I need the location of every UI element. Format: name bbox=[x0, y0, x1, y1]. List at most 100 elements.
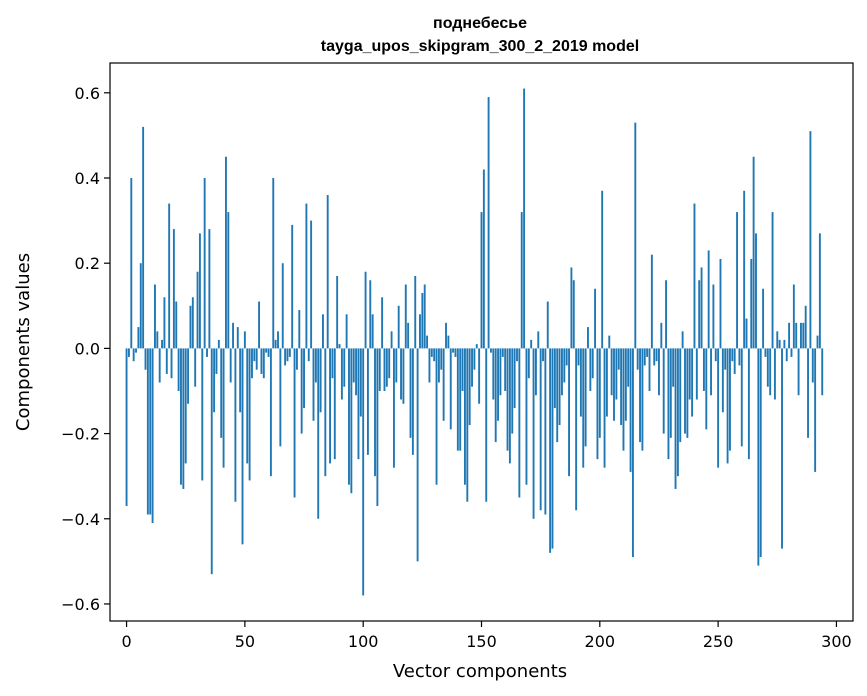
bar bbox=[158, 348, 161, 383]
bar bbox=[556, 348, 559, 443]
bar bbox=[558, 348, 561, 426]
bar bbox=[172, 229, 175, 349]
bar bbox=[579, 348, 582, 417]
bar bbox=[177, 348, 180, 391]
bar bbox=[570, 267, 573, 349]
bar bbox=[135, 348, 137, 353]
bar bbox=[750, 258, 753, 349]
bar bbox=[504, 348, 507, 391]
bar bbox=[733, 348, 736, 374]
bar bbox=[324, 348, 327, 477]
bar bbox=[423, 284, 426, 349]
bar bbox=[215, 348, 218, 374]
bar bbox=[279, 348, 282, 447]
bar bbox=[397, 305, 400, 349]
bar bbox=[544, 348, 547, 515]
bar bbox=[312, 348, 315, 421]
bar bbox=[596, 348, 599, 460]
bar bbox=[603, 348, 606, 468]
bar bbox=[662, 348, 665, 434]
bar bbox=[631, 348, 634, 558]
bar bbox=[298, 310, 301, 349]
bar bbox=[331, 348, 334, 379]
bar bbox=[137, 327, 140, 349]
x-tick-label: 150 bbox=[466, 632, 497, 651]
bar bbox=[797, 348, 800, 396]
bar bbox=[435, 348, 438, 485]
bar bbox=[336, 275, 339, 349]
bar bbox=[700, 267, 703, 349]
bar bbox=[591, 348, 594, 379]
bar bbox=[672, 348, 675, 387]
y-tick-label: 0.6 bbox=[75, 84, 100, 103]
bar bbox=[191, 297, 194, 349]
bar bbox=[520, 212, 523, 349]
bar bbox=[634, 122, 637, 349]
bar bbox=[168, 203, 171, 349]
bar bbox=[598, 348, 601, 438]
bar bbox=[650, 254, 653, 349]
bar bbox=[326, 195, 329, 349]
bar bbox=[333, 348, 336, 460]
bar bbox=[227, 212, 230, 349]
y-tick-label: −0.6 bbox=[61, 595, 100, 614]
bar bbox=[679, 348, 682, 443]
bar bbox=[284, 348, 287, 366]
bar bbox=[759, 348, 762, 558]
x-tick-label: 250 bbox=[703, 632, 734, 651]
bar bbox=[303, 348, 305, 409]
bar bbox=[610, 348, 613, 396]
bar bbox=[329, 348, 331, 464]
bar bbox=[804, 305, 807, 349]
bar bbox=[589, 348, 592, 391]
bar bbox=[180, 348, 182, 485]
bar bbox=[390, 331, 393, 349]
bar bbox=[532, 348, 535, 519]
bar bbox=[317, 348, 320, 519]
bar bbox=[182, 348, 185, 489]
bar bbox=[584, 348, 587, 447]
bar bbox=[236, 327, 239, 349]
bar bbox=[265, 348, 268, 353]
bar bbox=[369, 280, 372, 349]
bar bbox=[213, 348, 216, 413]
bar bbox=[802, 322, 805, 349]
bar bbox=[127, 348, 130, 357]
y-axis-ticks: −0.6 −0.4 −0.2 0.0 0.2 0.4 0.6 bbox=[61, 84, 110, 614]
bar bbox=[516, 348, 518, 362]
bar bbox=[210, 348, 213, 575]
bar bbox=[154, 284, 156, 349]
bar bbox=[577, 348, 580, 366]
bar bbox=[655, 348, 658, 362]
bar bbox=[456, 348, 459, 451]
bar bbox=[771, 212, 774, 349]
bar bbox=[693, 203, 696, 349]
bar bbox=[385, 348, 388, 387]
bar bbox=[686, 348, 689, 438]
bar bbox=[144, 348, 147, 370]
bar bbox=[452, 348, 455, 353]
bar bbox=[485, 348, 488, 502]
bar bbox=[518, 348, 521, 498]
bar bbox=[400, 348, 402, 400]
bar bbox=[222, 348, 225, 468]
bar bbox=[482, 169, 485, 349]
bar bbox=[475, 344, 478, 349]
bar bbox=[731, 348, 734, 362]
bar bbox=[691, 348, 694, 417]
bar bbox=[653, 348, 656, 366]
bar bbox=[364, 271, 367, 349]
bar bbox=[421, 293, 424, 349]
bar bbox=[707, 250, 710, 349]
bar bbox=[371, 314, 374, 349]
bar bbox=[478, 348, 481, 404]
bar bbox=[206, 348, 208, 357]
bar bbox=[459, 348, 462, 451]
chart-title-line-2: tayga_upos_skipgram_300_2_2019 model bbox=[321, 38, 639, 55]
bar bbox=[241, 348, 244, 545]
bar bbox=[736, 212, 738, 349]
bar bbox=[499, 348, 502, 396]
bar bbox=[745, 318, 748, 349]
bar bbox=[729, 348, 731, 451]
bar bbox=[430, 348, 433, 357]
